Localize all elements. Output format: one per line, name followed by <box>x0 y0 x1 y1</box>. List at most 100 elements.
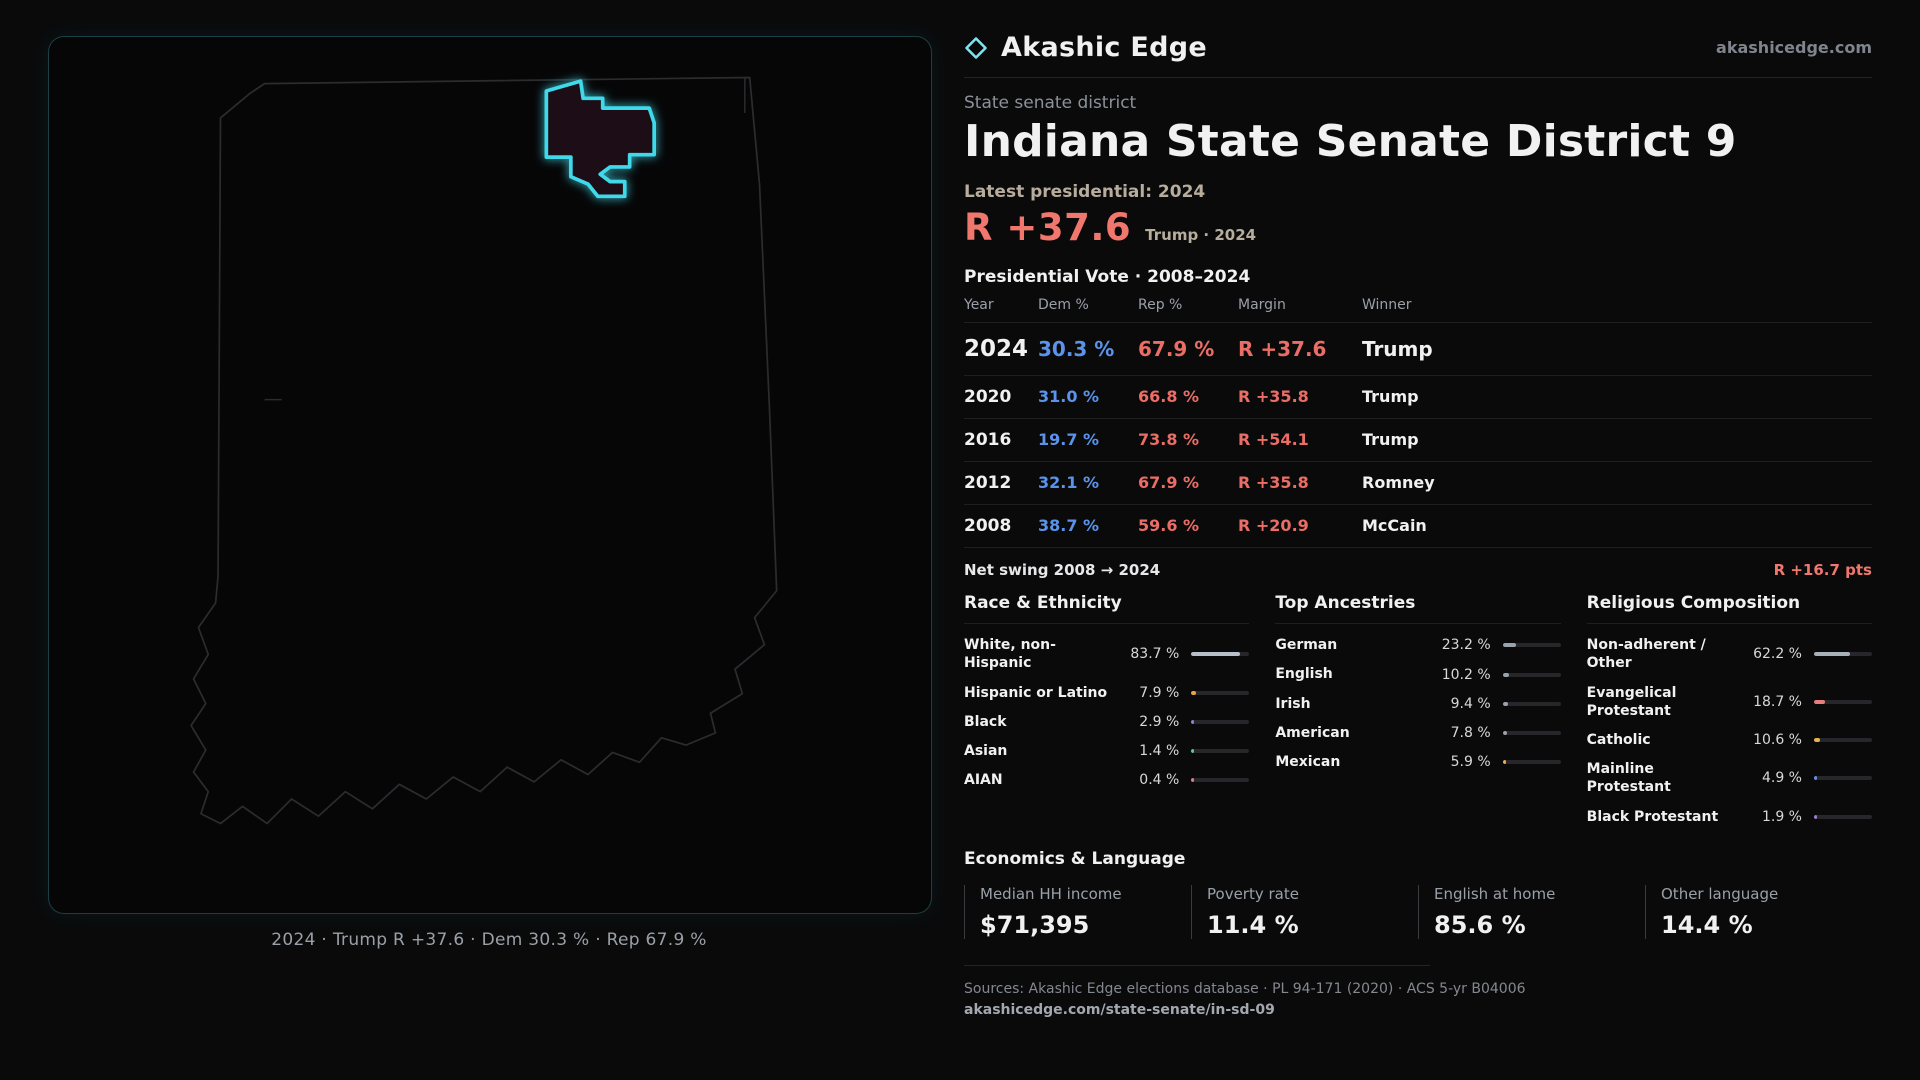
stat-label: Median HH income <box>980 884 1122 903</box>
cell-year: 2016 <box>964 430 1012 451</box>
cell-dem: 30.3 % <box>1038 337 1115 362</box>
stat-label: Poverty rate <box>1207 884 1299 903</box>
net-swing-row: Net swing 2008 → 2024 R +16.7 pts <box>964 561 1872 579</box>
cell-rep: 73.8 % <box>1138 430 1200 450</box>
race-column: Race & Ethnicity White, non-Hispanic 83.… <box>964 593 1250 837</box>
demo-label: Black <box>964 713 1007 730</box>
cell-year: 2020 <box>964 387 1012 408</box>
demo-label: Asian <box>964 743 1008 760</box>
demo-bar-track <box>1502 672 1561 677</box>
stat-value: 14.4 % <box>1661 910 1753 939</box>
demo-value: 7.9 % <box>1139 684 1180 701</box>
demo-row: American 7.8 % <box>1275 724 1561 742</box>
latest-margin-detail: Trump · 2024 <box>1145 226 1257 245</box>
cell-dem: 19.7 % <box>1038 430 1100 450</box>
vote-table-title: Presidential Vote · 2008–2024 <box>964 267 1251 288</box>
demo-row: Mexican 5.9 % <box>1275 753 1561 771</box>
cell-dem: 32.1 % <box>1038 473 1100 493</box>
cell-year: 2012 <box>964 473 1012 494</box>
stat-value: 85.6 % <box>1434 910 1526 939</box>
indiana-outline <box>190 76 778 825</box>
map-caption: 2024 · Trump R +37.6 · Dem 30.3 % · Rep … <box>271 930 707 950</box>
demo-bar-track <box>1814 738 1872 743</box>
col-dem: Dem % <box>1038 297 1089 314</box>
demo-bar-fill <box>1814 776 1817 781</box>
demo-value: 9.4 % <box>1450 695 1491 712</box>
stat-median-income: Median HH income $71,395 <box>964 884 1191 939</box>
demo-row: Black 2.9 % <box>964 713 1250 731</box>
page-title: Indiana State Senate District 9 <box>964 116 1737 167</box>
demo-row: Mainline Protestant 4.9 % <box>1587 760 1872 796</box>
demo-bar-track <box>1502 760 1561 765</box>
demo-row: Hispanic or Latino 7.9 % <box>964 684 1250 702</box>
table-row: 2020 31.0 % 66.8 % R +35.8 Trump <box>964 376 1872 420</box>
cell-margin: R +35.8 <box>1238 473 1309 493</box>
demo-label: Non-adherent / Other <box>1586 637 1706 672</box>
demo-bar-track <box>1191 778 1250 783</box>
net-swing-value: R +16.7 pts <box>1773 561 1872 580</box>
cell-margin: R +35.8 <box>1238 387 1309 407</box>
demo-row: German 23.2 % <box>1275 636 1561 654</box>
cell-margin: R +37.6 <box>1238 337 1327 362</box>
ancestries-column: Top Ancestries German 23.2 % English 10.… <box>1275 593 1561 837</box>
site-link[interactable]: akashicedge.com <box>1716 38 1872 57</box>
map-panel <box>48 36 932 914</box>
cell-dem: 38.7 % <box>1038 516 1100 536</box>
demo-bar-fill <box>1814 814 1817 819</box>
brand-header: Akashic Edge akashicedge.com <box>964 32 1872 78</box>
cell-margin: R +54.1 <box>1238 430 1309 450</box>
race-title: Race & Ethnicity <box>964 593 1250 625</box>
cell-rep: 67.9 % <box>1138 473 1200 493</box>
demo-bar-fill <box>1191 778 1195 783</box>
table-row: 2012 32.1 % 67.9 % R +35.8 Romney <box>964 462 1872 506</box>
demo-bar-fill <box>1502 701 1509 706</box>
cell-year: 2008 <box>964 516 1012 537</box>
demo-bar-track <box>1191 652 1250 657</box>
demo-value: 18.7 % <box>1753 693 1802 710</box>
district-shape[interactable] <box>544 79 656 199</box>
demo-bar-track <box>1502 701 1561 706</box>
demo-value: 62.2 % <box>1753 646 1802 663</box>
demo-bar-fill <box>1191 749 1195 754</box>
latest-margin-row: R +37.6 Trump · 2024 <box>964 206 1872 249</box>
demo-label: AIAN <box>964 772 1003 789</box>
demo-value: 0.4 % <box>1139 772 1180 789</box>
demo-label: Black Protestant <box>1586 808 1719 825</box>
demo-value: 1.4 % <box>1139 743 1180 760</box>
religion-title: Religious Composition <box>1586 593 1872 625</box>
stat-other-language: Other language 14.4 % <box>1645 884 1872 939</box>
demo-bar-fill <box>1191 719 1195 724</box>
diamond-icon <box>964 36 988 60</box>
demo-label: Hispanic or Latino <box>964 684 1108 701</box>
demo-row: White, non-Hispanic 83.7 % <box>964 636 1250 672</box>
demo-row: Non-adherent / Other 62.2 % <box>1587 636 1872 672</box>
demo-bar-track <box>1814 814 1872 819</box>
demo-bar-track <box>1191 749 1250 754</box>
demo-label: English <box>1275 666 1333 683</box>
cell-winner: Romney <box>1362 473 1435 493</box>
demo-row: Catholic 10.6 % <box>1587 731 1872 749</box>
demo-bar-track <box>1502 730 1561 735</box>
latest-margin-value: R +37.6 <box>964 206 1132 250</box>
stat-poverty-rate: Poverty rate 11.4 % <box>1191 884 1418 939</box>
demo-bar-track <box>1502 643 1561 648</box>
col-rep: Rep % <box>1138 297 1183 314</box>
cell-winner: McCain <box>1362 516 1427 536</box>
footer-permalink[interactable]: akashicedge.com/state-senate/in-sd-09 <box>964 1001 1275 1018</box>
economics-stats: Median HH income $71,395 Poverty rate 11… <box>964 884 1872 939</box>
cell-winner: Trump <box>1362 430 1419 450</box>
demo-value: 4.9 % <box>1761 770 1802 787</box>
religion-column: Religious Composition Non-adherent / Oth… <box>1586 593 1872 837</box>
table-row: 2016 19.7 % 73.8 % R +54.1 Trump <box>964 419 1872 463</box>
demo-bar-fill <box>1502 730 1508 735</box>
demo-bar-fill <box>1502 760 1507 765</box>
cell-year: 2024 <box>964 336 1029 363</box>
demo-label: American <box>1275 724 1350 741</box>
economics-title: Economics & Language <box>964 848 1186 869</box>
demo-label: Evangelical Protestant <box>1586 684 1677 719</box>
county-line <box>264 77 746 401</box>
cell-rep: 66.8 % <box>1138 387 1200 407</box>
cell-rep: 67.9 % <box>1138 337 1215 362</box>
demo-bar-track <box>1191 690 1250 695</box>
